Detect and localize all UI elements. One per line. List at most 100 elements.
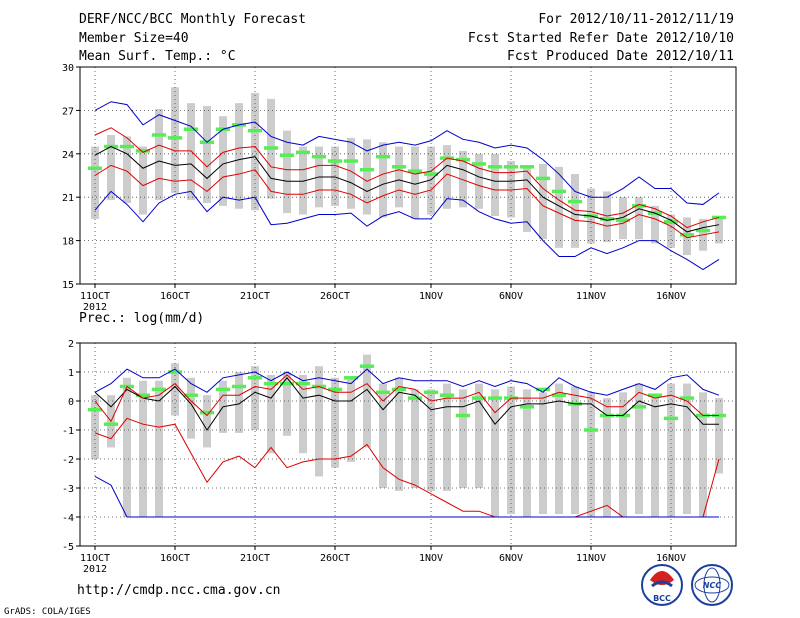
temp-range-bar (395, 146, 403, 208)
prec-range-bar (683, 383, 691, 515)
prec-range-bar (507, 386, 515, 515)
forecast-produced-date: Fcst Produced Date 2012/10/11 (507, 49, 734, 64)
temp-range-bar (363, 139, 371, 215)
temp-range-bar (715, 218, 723, 244)
temp-range-bar (379, 142, 387, 218)
prec-max-member-line (94, 368, 720, 396)
prec-ytick-label: -4 (62, 513, 74, 524)
prec-range-bar (379, 383, 387, 488)
prec-ytick-label: 1 (68, 368, 74, 379)
prec-mean-spread-line (94, 374, 719, 423)
prec-range-bar (411, 389, 419, 488)
temp-range-bar (139, 146, 147, 215)
prec-range-bar (187, 377, 195, 439)
bcc-logo: BCC (641, 564, 683, 606)
prec-range-bar (347, 377, 355, 462)
prec-range-bar (299, 374, 307, 454)
temp-range-bar (283, 130, 291, 214)
prec-range-bar (475, 383, 483, 488)
ncc-logo-globe-icon (694, 576, 730, 594)
forecast-range: For 2012/10/11-2012/11/19 (538, 12, 734, 27)
source-url[interactable]: http://cmdp.ncc.cma.gov.cn (77, 583, 281, 598)
temp-range-bar (187, 103, 195, 201)
temp-range-bar (523, 168, 531, 232)
lower-variable-label: Prec.: log(mm/d) (79, 311, 204, 326)
temp-range-bar (411, 146, 419, 219)
temp-range-bar (299, 146, 307, 215)
grads-credit: GrADS: COLA/IGES (4, 607, 91, 617)
prec-ytick-label: -5 (62, 542, 74, 553)
temp-min-member-line (94, 190, 720, 271)
prec-xtick-label: 21OCT (240, 553, 270, 564)
temp-range-bar (459, 150, 467, 208)
temp-frame (79, 66, 737, 285)
temp-xtick-label: 21OCT (240, 291, 270, 302)
prec-range-bar (443, 383, 451, 491)
temp-range-bar (107, 134, 115, 201)
temp-range-bar (475, 153, 483, 209)
temp-ytick-label: 27 (62, 106, 74, 117)
forecast-start-date: Fcst Started Refer Date 2012/10/10 (468, 31, 734, 46)
ncc-logo-ring (691, 564, 733, 606)
prec-year-label: 2012 (83, 564, 107, 575)
temp-range-bar (123, 136, 131, 203)
prec-range-bar (331, 377, 339, 468)
prec-range-bar (651, 395, 659, 517)
prec-range-bar (491, 389, 499, 517)
precipitation-panel: -5 -4 -3 -2 -1 0 1 2 11OCT 16OCT 21OCT 26OCT 1NOV 6NO… (62, 339, 737, 575)
temp-range-bar (171, 87, 179, 193)
temp-range-bar (219, 116, 227, 206)
temp-ytick-label: 21 (62, 193, 74, 204)
prec-range-bar (619, 392, 627, 517)
prec-range-bar (315, 366, 323, 477)
temp-mean-spread-line (94, 164, 720, 239)
temp-range-bar (203, 106, 211, 203)
prec-range-bar (139, 380, 147, 517)
prec-xtick-label: 6NOV (499, 553, 523, 564)
prec-ytick-label: 0 (68, 397, 74, 408)
temp-range-bar (347, 137, 355, 209)
prec-ytick-label: -1 (62, 426, 74, 437)
prec-range-bar (635, 383, 643, 515)
temp-range-bar (555, 166, 563, 248)
prec-min-member-line (94, 475, 719, 518)
temp-range-bar (635, 197, 643, 240)
temp-ensemble-mean-line (94, 146, 720, 233)
prec-range-bar (699, 392, 707, 517)
temp-ytick-label: 30 (62, 63, 74, 74)
temp-range-bar (619, 197, 627, 240)
temp-range-bar (491, 153, 499, 217)
prec-ensemble-mean-line (94, 376, 719, 431)
prec-range-bar (283, 372, 291, 436)
bcc-logo-wave-icon (651, 580, 673, 588)
prec-xtick-label: 16OCT (160, 553, 190, 564)
prec-range-bar (603, 398, 611, 517)
prec-range-bar (171, 363, 179, 416)
temp-xtick-label: 11NOV (576, 291, 606, 302)
prec-ytick-label: -3 (62, 484, 74, 495)
temp-range-bar (331, 146, 339, 206)
prec-xtick-label: 16NOV (656, 553, 686, 564)
prec-xtick-label: 1NOV (419, 553, 443, 564)
temp-range-bar (235, 103, 243, 209)
member-size: Member Size=40 (79, 31, 189, 46)
prec-range-bar (203, 395, 211, 448)
prec-ytick-label: -2 (62, 455, 74, 466)
temp-max-member-line (94, 101, 720, 205)
temp-range-bar (539, 163, 547, 240)
prec-range-bar (715, 398, 723, 474)
temp-xtick-label: 6NOV (499, 291, 523, 302)
prec-range-bar (123, 377, 131, 517)
temp-xtick-label: 16OCT (160, 291, 190, 302)
temp-range-bar (443, 145, 451, 209)
temp-range-bar (91, 146, 99, 219)
temp-range-bar (603, 191, 611, 243)
prec-xtick-label: 26OCT (320, 553, 350, 564)
chart-title: DERF/NCC/BCC Monthly Forecast (79, 12, 306, 27)
prec-range-bar (395, 377, 403, 491)
temp-xtick-label: 26OCT (320, 291, 350, 302)
temp-ytick-label: 24 (62, 150, 74, 161)
ncc-logo: NCC (691, 564, 733, 606)
